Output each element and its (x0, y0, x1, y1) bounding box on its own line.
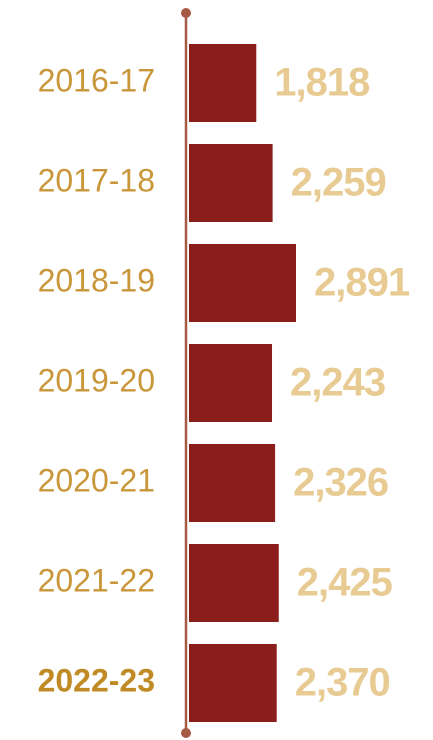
category-label: 2021-22 (38, 562, 155, 598)
category-label: 2022-23 (38, 662, 155, 698)
category-label: 2017-18 (38, 162, 155, 198)
value-label: 2,425 (297, 561, 393, 605)
bar (189, 344, 273, 422)
value-label: 2,891 (314, 261, 410, 305)
bar (189, 44, 257, 122)
category-label: 2020-21 (38, 462, 155, 498)
bar (189, 544, 279, 622)
bar (189, 244, 296, 322)
category-label: 2018-19 (38, 262, 155, 298)
axis-dot (181, 728, 191, 738)
value-label: 2,259 (291, 161, 386, 205)
value-label: 1,818 (274, 61, 370, 105)
category-label: 2016-17 (38, 62, 155, 98)
value-label: 2,326 (293, 461, 388, 505)
bar (189, 644, 277, 722)
axis-dot (181, 8, 191, 18)
bar (189, 444, 276, 522)
value-label: 2,243 (290, 361, 385, 405)
bar (189, 144, 273, 222)
value-label: 2,370 (295, 661, 390, 705)
category-label: 2019-20 (38, 362, 155, 398)
